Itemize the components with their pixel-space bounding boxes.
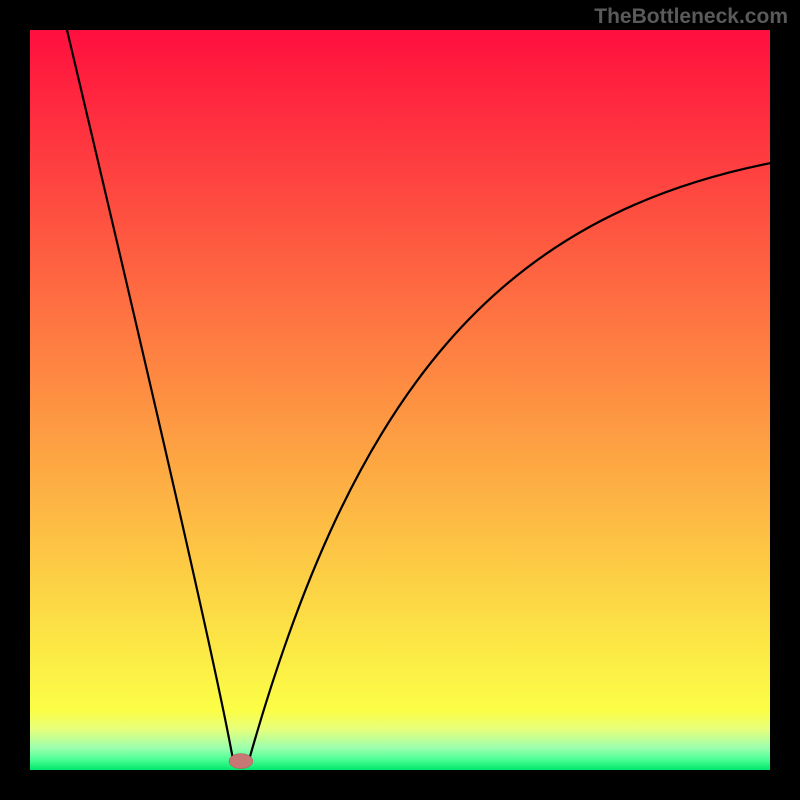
watermark-text: TheBottleneck.com xyxy=(594,5,788,29)
trough-marker xyxy=(229,754,253,769)
chart-container: TheBottleneck.com xyxy=(0,0,800,800)
bottleneck-chart xyxy=(0,0,800,800)
plot-background xyxy=(30,30,770,770)
